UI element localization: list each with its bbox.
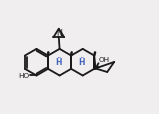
Text: HO: HO [18,73,29,79]
Text: N: N [56,28,62,37]
Text: OH: OH [99,57,110,63]
Text: Ḧ: Ḧ [79,57,85,66]
Text: Ḧ: Ḧ [55,57,62,66]
